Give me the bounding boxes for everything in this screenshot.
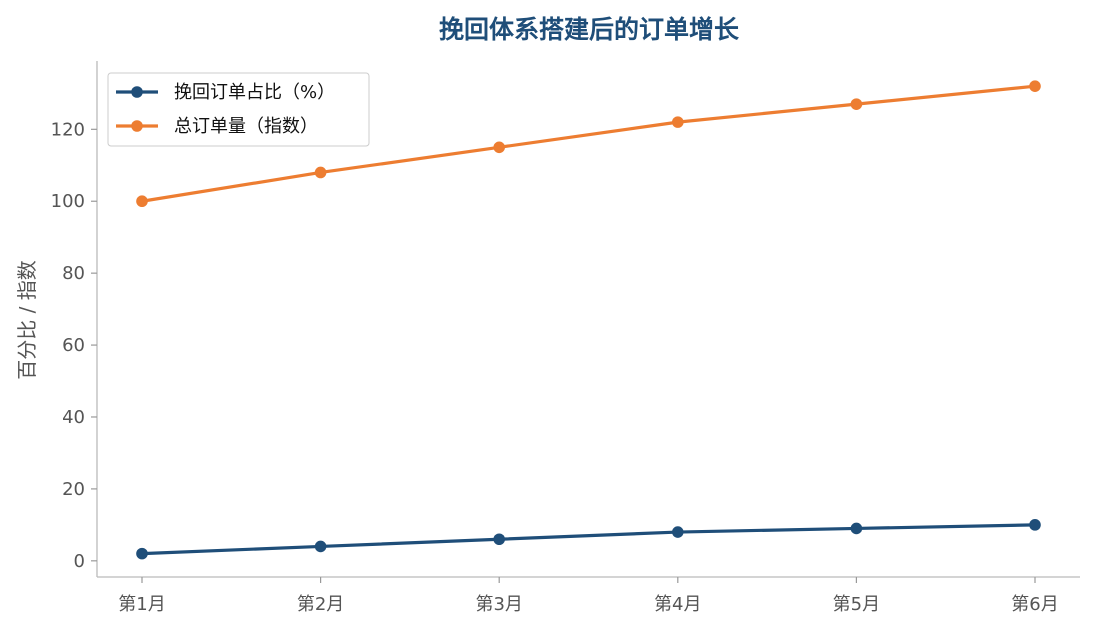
x-tick-label: 第4月 — [654, 594, 701, 615]
series-2-point — [850, 98, 863, 110]
series-line-2 — [140, 84, 1037, 203]
series-1-point — [493, 533, 506, 546]
y-tick-label: 40 — [62, 407, 85, 428]
x-tick-label: 第2月 — [297, 594, 344, 615]
y-tick-label: 0 — [74, 551, 85, 572]
series-2-point — [136, 195, 148, 208]
series-1-point — [672, 526, 684, 538]
y-tick-label: 20 — [62, 479, 85, 500]
series-2-point — [672, 116, 684, 128]
series-layer — [136, 80, 1041, 560]
x-tick-label: 第5月 — [833, 594, 880, 615]
x-axis-ticks: 第1月 第2月 第3月 第4月 第5月 第6月 — [118, 577, 1059, 615]
series-1-point — [850, 522, 863, 535]
y-tick-label: 80 — [62, 263, 85, 284]
series-2-point — [1029, 80, 1041, 92]
series-line-1 — [140, 523, 1037, 556]
chart-title: 挽回体系搭建后的订单增长 — [439, 15, 740, 44]
series-1-point — [136, 547, 148, 560]
series-1-point — [314, 540, 327, 553]
y-axis-label: 百分比 / 指数 — [15, 260, 39, 379]
legend-marker-2 — [131, 120, 143, 132]
legend-label-1: 挽回订单占比（%） — [174, 82, 335, 103]
series-2-point — [314, 166, 327, 179]
x-tick-label: 第3月 — [475, 594, 522, 615]
y-tick-label: 120 — [51, 119, 85, 140]
y-axis-ticks: 0 20 40 60 80 100 120 — [51, 119, 97, 572]
x-tick-label: 第6月 — [1011, 594, 1058, 615]
legend-marker-1 — [131, 86, 143, 98]
y-tick-label: 100 — [51, 191, 85, 212]
y-tick-label: 60 — [62, 335, 85, 356]
legend-box — [107, 72, 370, 147]
legend-label-2: 总订单量（指数） — [174, 116, 318, 137]
series-2-point — [493, 141, 506, 154]
x-tick-label: 第1月 — [118, 594, 165, 615]
legend: 挽回订单占比（%） 总订单量（指数） — [107, 72, 370, 147]
series-1-point — [1029, 519, 1041, 531]
